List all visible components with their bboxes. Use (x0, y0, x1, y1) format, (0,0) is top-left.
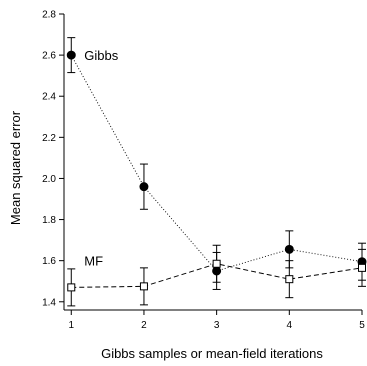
x-ticks: 1 2 3 4 5 (68, 310, 365, 331)
y-tick-label: 1.8 (42, 215, 56, 226)
y-tick-label: 2.6 (42, 51, 56, 62)
y-ticks: 1.4 1.6 1.8 2.0 2.2 2.4 2.6 2.8 (42, 10, 64, 308)
y-tick-label: 2.8 (42, 10, 56, 21)
plot-area: 1.4 1.6 1.8 2.0 2.2 2.4 2.6 2.8 1 2 3 4 5 Gibbs MF (42, 10, 367, 331)
y-tick-label: 2.2 (42, 133, 56, 144)
y-axis-title: Mean squared error (8, 110, 23, 225)
x-tick-label: 4 (287, 320, 293, 331)
series-label-gibbs: Gibbs (84, 48, 118, 63)
data-point-mf (285, 275, 294, 284)
data-point-mf (67, 283, 76, 292)
x-axis-title: Gibbs samples or mean-field iterations (101, 346, 323, 361)
series-line-gibbs (70, 54, 363, 272)
data-point-gibbs (139, 182, 149, 192)
y-tick-label: 2.4 (42, 92, 56, 103)
y-tick-label: 1.6 (42, 256, 56, 267)
series-label-mf: MF (84, 253, 103, 268)
data-point-gibbs (284, 244, 294, 254)
series-layer: Gibbs MF (66, 37, 367, 307)
y-tick-label: 1.4 (42, 297, 56, 308)
series-mf: MF (67, 244, 366, 307)
data-point-gibbs (66, 50, 76, 60)
x-tick-label: 1 (68, 320, 74, 331)
data-point-mf (212, 259, 221, 268)
data-point-mf (139, 282, 148, 291)
x-tick-label: 2 (141, 320, 147, 331)
data-point-mf (358, 263, 366, 272)
x-tick-label: 3 (214, 320, 220, 331)
x-tick-label: 5 (359, 320, 365, 331)
y-tick-label: 2.0 (42, 174, 56, 185)
